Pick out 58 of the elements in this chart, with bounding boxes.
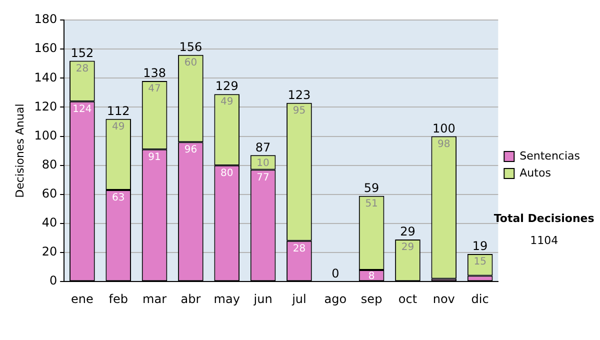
legend-label: Autos bbox=[520, 166, 552, 180]
data-label: 98 bbox=[438, 138, 450, 150]
y-tick-label: 180 bbox=[34, 12, 58, 26]
total-label: 138 bbox=[143, 66, 166, 80]
y-tick-label: 140 bbox=[34, 70, 58, 84]
x-tick-label: dic bbox=[471, 292, 489, 306]
data-label: 8 bbox=[368, 271, 375, 282]
data-label: 28 bbox=[76, 63, 89, 74]
data-label: 15 bbox=[474, 256, 486, 268]
data-label: 95 bbox=[292, 105, 306, 116]
total-label: 152 bbox=[70, 46, 94, 60]
total-label: 0 bbox=[332, 266, 340, 281]
total-label: 19 bbox=[472, 239, 488, 254]
data-label: 29 bbox=[401, 242, 414, 254]
y-tick-label: 120 bbox=[34, 99, 58, 114]
data-label: 10 bbox=[256, 158, 270, 169]
total-label: 29 bbox=[400, 224, 416, 239]
data-label: 47 bbox=[148, 84, 161, 95]
total-label: 156 bbox=[179, 40, 202, 54]
total-label: 87 bbox=[255, 140, 271, 154]
data-label: 80 bbox=[220, 168, 234, 179]
x-tick-label: ago bbox=[324, 292, 347, 306]
data-label: 124 bbox=[72, 104, 92, 115]
total-label: 100 bbox=[432, 121, 456, 136]
data-label: 63 bbox=[112, 192, 125, 204]
data-label: 60 bbox=[184, 57, 198, 68]
y-axis-title: Decisiones Anual bbox=[13, 104, 26, 198]
x-tick-label: ene bbox=[71, 292, 94, 306]
y-tick-label: 80 bbox=[42, 157, 58, 172]
x-tick-label: feb bbox=[108, 292, 128, 306]
data-label: 49 bbox=[220, 96, 234, 108]
x-tick-label: abr bbox=[180, 292, 201, 306]
text: 1104 bbox=[530, 234, 558, 247]
y-tick-label: 100 bbox=[34, 128, 58, 142]
y-tick-label: 0 bbox=[49, 274, 58, 288]
data-label: 28 bbox=[292, 244, 306, 254]
y-tick-label: 40 bbox=[42, 216, 58, 230]
total-label: 123 bbox=[288, 88, 311, 102]
legend-label: Sentencias bbox=[520, 149, 580, 162]
x-tick-label: nov bbox=[432, 292, 455, 306]
total-label: 129 bbox=[215, 79, 238, 94]
data-label: 91 bbox=[148, 152, 161, 163]
x-tick-label: sep bbox=[360, 292, 382, 306]
y-tick-label: 160 bbox=[34, 41, 58, 56]
data-label: 49 bbox=[112, 121, 125, 132]
x-tick-label: jul bbox=[291, 292, 306, 306]
x-tick-label: may bbox=[214, 292, 240, 306]
y-tick-label: 60 bbox=[42, 186, 58, 201]
x-tick-label: jun bbox=[252, 292, 272, 306]
x-tick-label: mar bbox=[142, 292, 167, 306]
x-tick-label: oct bbox=[398, 292, 418, 306]
data-label: 77 bbox=[256, 172, 270, 184]
annotation: Total Decisiones bbox=[494, 212, 595, 225]
y-tick-label: 20 bbox=[42, 244, 58, 259]
total-label: 59 bbox=[364, 180, 380, 195]
data-label: 51 bbox=[365, 198, 378, 210]
total-label: 112 bbox=[106, 104, 130, 118]
data-label: 96 bbox=[184, 144, 198, 156]
